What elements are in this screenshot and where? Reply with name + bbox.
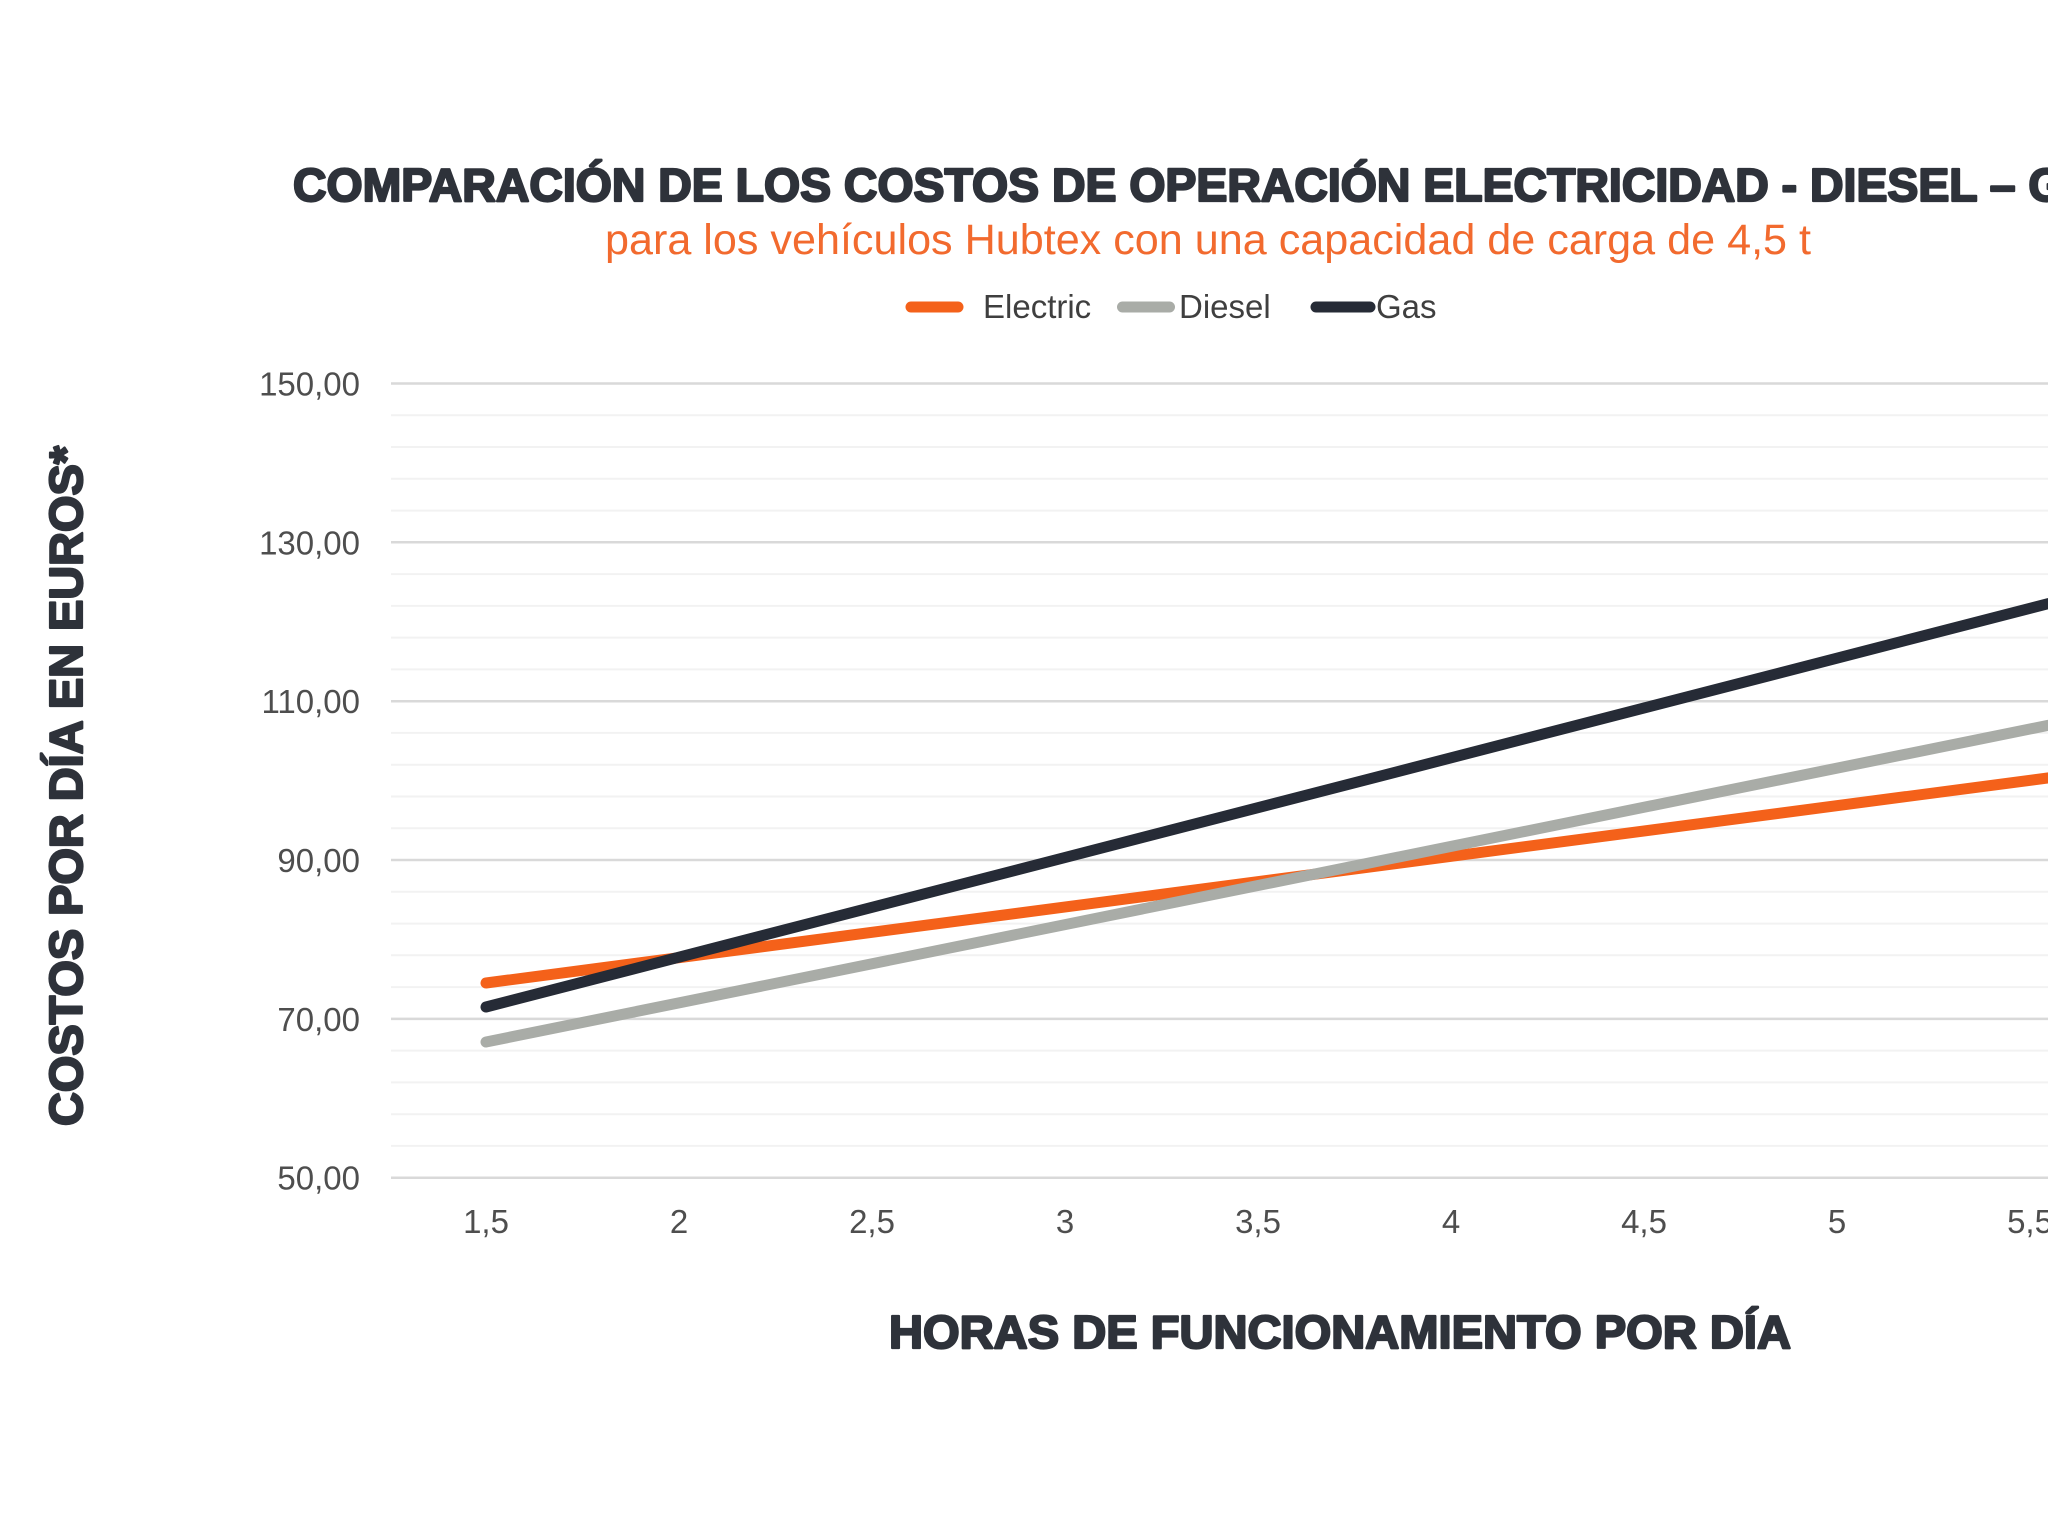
svg-text:4,5: 4,5 [1621, 1203, 1667, 1240]
svg-text:150,00: 150,00 [259, 366, 360, 403]
svg-text:Diesel: Diesel [1179, 288, 1271, 325]
svg-text:COMPARACIÓN DE LOS COSTOS DE O: COMPARACIÓN DE LOS COSTOS DE OPERACIÓN E… [293, 159, 2048, 211]
svg-text:2: 2 [670, 1203, 688, 1240]
svg-text:3: 3 [1056, 1203, 1074, 1240]
svg-text:2,5: 2,5 [849, 1203, 895, 1240]
svg-text:3,5: 3,5 [1235, 1203, 1281, 1240]
svg-text:5,5: 5,5 [2007, 1203, 2048, 1240]
svg-text:130,00: 130,00 [259, 524, 360, 561]
svg-text:50,00: 50,00 [277, 1160, 360, 1197]
svg-text:4: 4 [1442, 1203, 1460, 1240]
svg-text:para los vehículos Hubtex con: para los vehículos Hubtex con una capaci… [605, 216, 1811, 264]
svg-text:HORAS DE FUNCIONAMIENTO POR DÍ: HORAS DE FUNCIONAMIENTO POR DÍA [889, 1306, 1791, 1358]
svg-text:5: 5 [1828, 1203, 1846, 1240]
svg-text:110,00: 110,00 [262, 683, 360, 720]
svg-text:Electric: Electric [983, 288, 1091, 325]
svg-text:1,5: 1,5 [463, 1203, 509, 1240]
svg-text:70,00: 70,00 [277, 1001, 360, 1038]
svg-text:90,00: 90,00 [277, 842, 360, 879]
svg-text:COSTOS POR DÍA EN EUROS*: COSTOS POR DÍA EN EUROS* [40, 446, 92, 1126]
svg-text:Gas: Gas [1376, 288, 1437, 325]
